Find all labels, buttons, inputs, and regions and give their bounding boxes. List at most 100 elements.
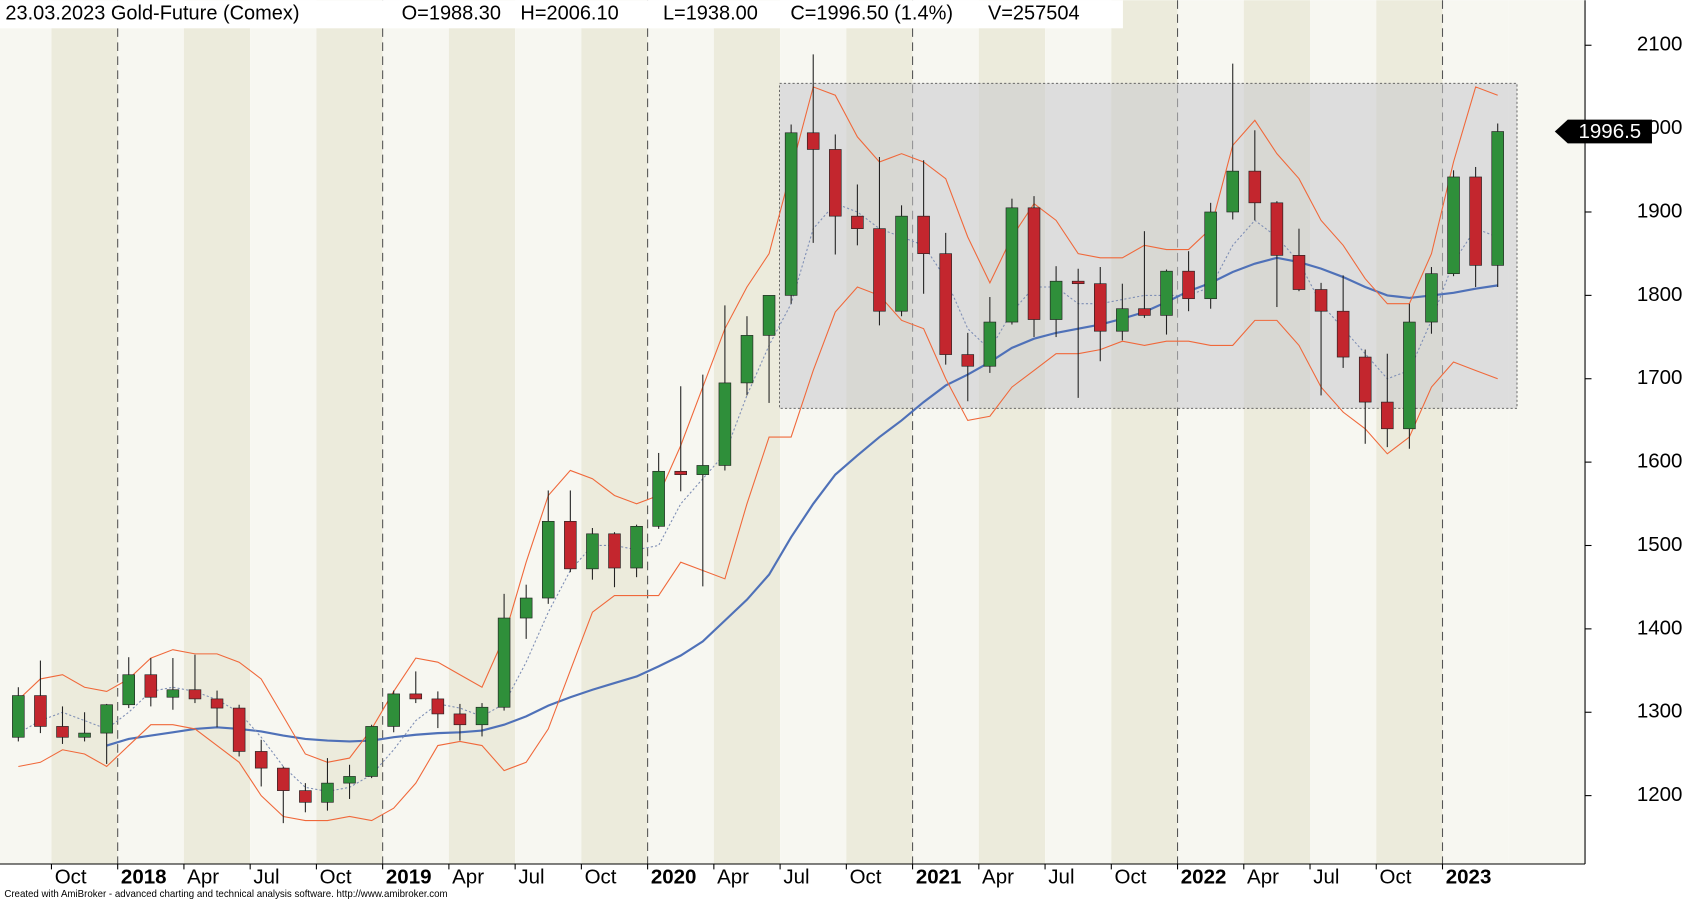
quarter-stripe xyxy=(316,0,383,864)
candle-body xyxy=(1403,321,1416,430)
header-volume: V=257504 xyxy=(988,3,1080,25)
candle-body xyxy=(453,713,467,726)
y-tick-label: 1700 xyxy=(1637,366,1683,389)
candle-body xyxy=(983,321,997,367)
y-tick-label: 1500 xyxy=(1637,533,1683,556)
candle-body xyxy=(1049,280,1063,320)
candle-body xyxy=(917,215,930,255)
y-tick-label: 1600 xyxy=(1637,450,1683,473)
candle-body xyxy=(1425,273,1438,323)
quarter-stripe xyxy=(1508,0,1586,864)
candle-body xyxy=(299,790,312,803)
candle-body xyxy=(144,674,158,698)
candle-body xyxy=(100,704,113,734)
overlay-line xyxy=(17,86,1498,763)
x-tick-label: Apr xyxy=(982,865,1014,888)
candle-body xyxy=(254,751,268,769)
x-tick-label: Jul xyxy=(1048,865,1074,888)
header-low: L=1938.00 xyxy=(663,3,758,25)
candle-body xyxy=(718,382,732,466)
last-price-tag xyxy=(1554,119,1652,144)
y-tick-label: 1200 xyxy=(1637,783,1683,806)
candle-body xyxy=(806,132,820,150)
candle-body xyxy=(1381,401,1394,430)
x-tick-label: 2019 xyxy=(386,865,432,888)
candle-body xyxy=(497,617,511,708)
quarter-stripe xyxy=(117,0,184,864)
candle-body xyxy=(34,695,47,727)
candle-body xyxy=(277,767,290,791)
y-tick-label: 2100 xyxy=(1637,33,1683,56)
candle-body xyxy=(78,732,91,738)
x-tick-label: Oct xyxy=(1115,865,1147,888)
overlay-line xyxy=(106,256,1498,747)
candle-body xyxy=(1270,202,1284,256)
candle-body xyxy=(1447,176,1460,275)
candle-body xyxy=(696,465,710,475)
x-tick-label: Jul xyxy=(518,865,544,888)
x-tick-label: Oct xyxy=(585,865,617,888)
x-tick-label: 2023 xyxy=(1446,865,1492,888)
last-price-label: 1996.5 xyxy=(1579,120,1642,143)
x-tick-label: Jul xyxy=(253,865,279,888)
candle-body xyxy=(630,525,643,569)
header-bg xyxy=(0,0,1123,29)
candle-body xyxy=(343,776,356,784)
quarter-stripe xyxy=(0,0,52,864)
candle-body xyxy=(1093,283,1107,332)
candle-body xyxy=(1138,308,1151,316)
candle-body xyxy=(541,520,555,599)
candle-body xyxy=(1292,255,1306,290)
x-tick-label: Jul xyxy=(1313,865,1339,888)
candle-body xyxy=(232,707,246,752)
x-tick-label: Oct xyxy=(55,865,87,888)
candle-body xyxy=(387,693,400,727)
candle-body xyxy=(895,215,908,312)
header-high: H=2006.10 xyxy=(520,3,618,25)
candle-body xyxy=(1336,310,1350,358)
candle-body xyxy=(1071,280,1085,285)
candle-body xyxy=(586,533,599,570)
candle-body xyxy=(873,228,886,312)
candle-body xyxy=(409,693,423,700)
x-tick-label: Jul xyxy=(783,865,809,888)
candle-body xyxy=(321,782,334,803)
candle-body xyxy=(1116,308,1129,332)
x-tick-label: Apr xyxy=(187,865,219,888)
candle-body xyxy=(1182,270,1195,300)
x-tick-label: 2021 xyxy=(916,865,962,888)
y-tick-label: 1300 xyxy=(1637,700,1683,723)
candle-body xyxy=(762,295,776,336)
candle-body xyxy=(1314,289,1328,312)
candle-body xyxy=(851,215,864,229)
candle-body xyxy=(431,698,445,715)
x-tick-label: 2018 xyxy=(121,865,167,888)
x-tick-label: Oct xyxy=(850,865,882,888)
header-close: C=1996.50 (1.4%) xyxy=(790,3,953,25)
x-tick-label: Apr xyxy=(452,865,484,888)
candle-body xyxy=(652,470,665,527)
candle-body xyxy=(1469,176,1482,266)
candle-body xyxy=(188,689,202,700)
overlay-line xyxy=(18,202,1498,792)
x-tick-label: Oct xyxy=(320,865,352,888)
x-tick-label: 2020 xyxy=(651,865,697,888)
x-tick-label: Oct xyxy=(1380,865,1412,888)
candle-body xyxy=(961,354,975,367)
footer: Created with AmiBroker - advanced charti… xyxy=(4,889,447,900)
candle-body xyxy=(122,674,135,706)
candle-body xyxy=(365,726,378,777)
y-tick-label: 1400 xyxy=(1637,616,1683,639)
header-title: 23.03.2023 Gold-Future (Comex) xyxy=(5,3,299,25)
candle-body xyxy=(1204,211,1217,300)
candle-body xyxy=(1491,131,1504,266)
x-tick-label: Apr xyxy=(1247,865,1279,888)
candle-body xyxy=(1005,207,1019,323)
quarter-stripe xyxy=(581,0,648,864)
candle-body xyxy=(519,597,533,619)
candle-body xyxy=(608,533,621,569)
x-tick-label: 2022 xyxy=(1181,865,1227,888)
candle-body xyxy=(1358,356,1372,403)
candle-body xyxy=(210,698,224,709)
